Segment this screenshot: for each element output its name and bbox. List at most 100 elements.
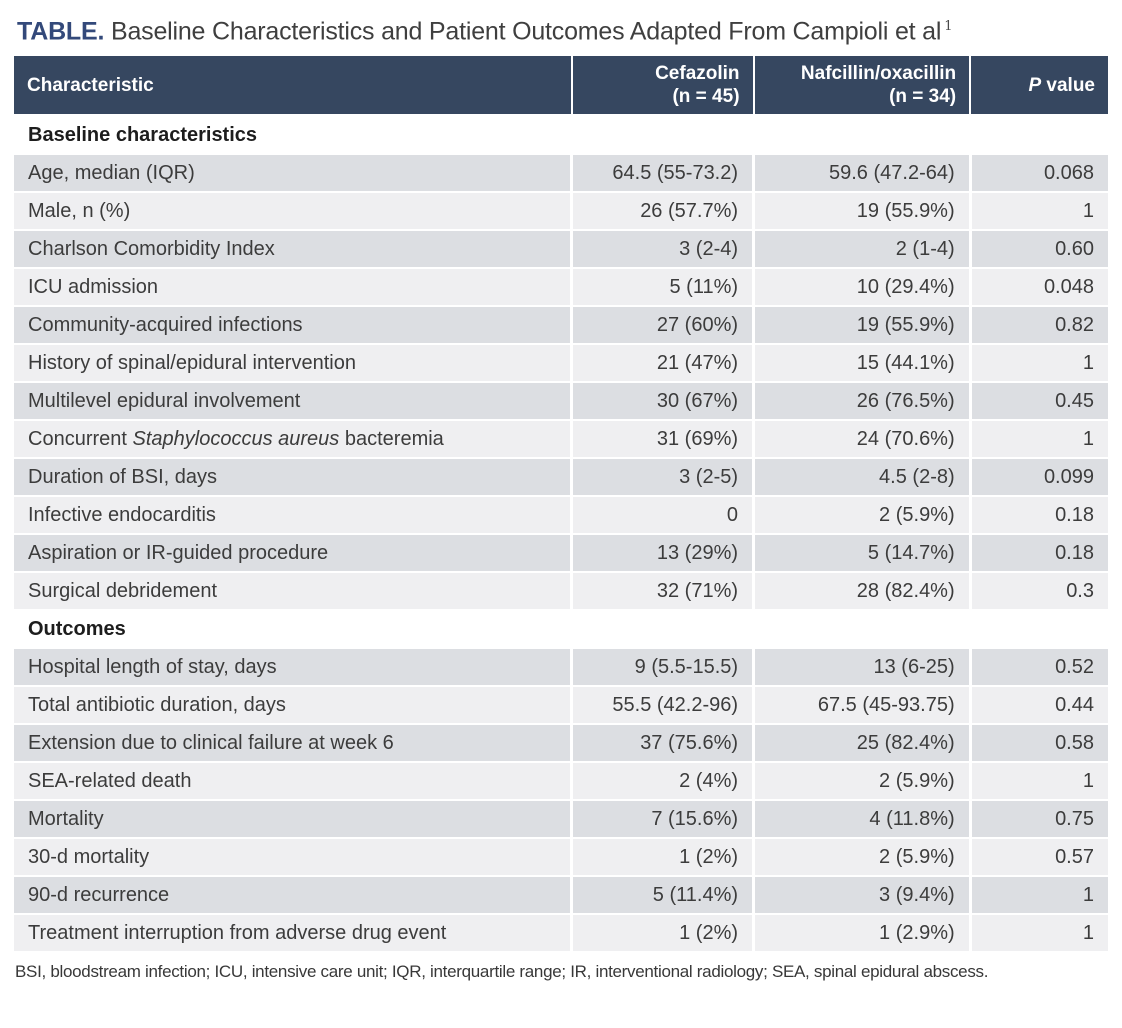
nafcillin-value-cell: 25 (82.4%): [753, 724, 972, 764]
characteristic-cell: Surgical debridement: [14, 572, 574, 612]
cefazolin-value-cell: 26 (57.7%): [571, 192, 756, 232]
table-row: Charlson Comorbidity Index 3 (2-4) 2 (1-4)…: [14, 230, 1108, 270]
p-value-cell: 1: [970, 876, 1108, 916]
cefazolin-value-cell: 3 (2-5): [571, 458, 756, 498]
table-row: Age, median (IQR) 64.5 (55-73.2) 59.6 (47.…: [14, 154, 1108, 194]
p-value-cell: 1: [970, 344, 1108, 384]
table-row: Surgical debridement 32 (71%) 28 (82.4%) 0.…: [14, 572, 1108, 612]
column-header-characteristic: Characteristic: [14, 56, 573, 118]
characteristic-cell: Male, n (%): [14, 192, 574, 232]
nafcillin-value-cell: 19 (55.9%): [753, 306, 972, 346]
column-header-p-italic: P: [1028, 74, 1042, 96]
cefazolin-value-cell: 3 (2-4): [571, 230, 756, 270]
characteristic-cell: Total antibiotic duration, days: [14, 686, 574, 726]
column-header-p-rest: value: [1041, 74, 1095, 96]
table-row: Hospital length of stay, days 9 (5.5-15.5…: [14, 648, 1108, 688]
cefazolin-value-cell: 21 (47%): [571, 344, 756, 384]
cefazolin-value-cell: 30 (67%): [571, 382, 756, 422]
nafcillin-value-cell: 4.5 (2-8): [753, 458, 972, 498]
p-value-cell: 0.52: [970, 648, 1108, 688]
table-row: Multilevel epidural involvement 30 (67%) 2…: [14, 382, 1108, 422]
cefazolin-value-cell: 13 (29%): [571, 534, 756, 574]
characteristic-cell: Duration of BSI, days: [14, 458, 574, 498]
nafcillin-value-cell: 1 (2.9%): [753, 914, 972, 954]
characteristic-cell: ICU admission: [14, 268, 574, 308]
p-value-cell: 0.82: [970, 306, 1108, 346]
cefazolin-value-cell: 1 (2%): [571, 914, 756, 954]
nafcillin-value-cell: 2 (5.9%): [753, 838, 972, 878]
column-header-cefazolin-n: (n = 45): [672, 86, 740, 108]
characteristic-cell: 90-d recurrence: [14, 876, 574, 916]
cefazolin-value-cell: 31 (69%): [571, 420, 756, 460]
cefazolin-value-cell: 5 (11%): [571, 268, 756, 308]
p-value-cell: 0.18: [970, 496, 1108, 536]
nafcillin-value-cell: 15 (44.1%): [753, 344, 972, 384]
characteristic-cell: Mortality: [14, 800, 574, 840]
cefazolin-value-cell: 37 (75.6%): [571, 724, 756, 764]
abbreviations-footnote: BSI, bloodstream infection; ICU, intensi…: [15, 962, 989, 982]
characteristic-cell: SEA-related death: [14, 762, 574, 802]
cefazolin-value-cell: 27 (60%): [571, 306, 756, 346]
table-row: Aspiration or IR-guided procedure 13 (29%…: [14, 534, 1108, 574]
characteristic-cell: 30-d mortality: [14, 838, 574, 878]
nafcillin-value-cell: 5 (14.7%): [753, 534, 972, 574]
p-value-cell: 0.45: [970, 382, 1108, 422]
nafcillin-value-cell: 59.6 (47.2-64): [753, 154, 972, 194]
p-value-cell: 1: [970, 762, 1108, 802]
table-title-reference: 1: [944, 19, 953, 34]
nafcillin-value-cell: 2 (5.9%): [753, 762, 972, 802]
table-row: History of spinal/epidural intervention 2…: [14, 344, 1108, 384]
page: TABLE. Baseline Characteristics and Pati…: [14, 11, 1108, 982]
characteristic-cell: Community-acquired infections: [14, 306, 574, 346]
p-value-cell: 1: [970, 914, 1108, 954]
table-title-tag: TABLE.: [17, 17, 105, 46]
characteristic-cell: Treatment interruption from adverse drug…: [14, 914, 574, 954]
cefazolin-value-cell: 32 (71%): [571, 572, 756, 612]
characteristic-cell: History of spinal/epidural intervention: [14, 344, 574, 384]
characteristic-cell: Age, median (IQR): [14, 154, 574, 194]
characteristic-cell: Charlson Comorbidity Index: [14, 230, 574, 270]
p-value-cell: 1: [970, 420, 1108, 460]
cefazolin-value-cell: 5 (11.4%): [571, 876, 756, 916]
p-value-cell: 0.068: [970, 154, 1108, 194]
p-value-cell: 0.60: [970, 230, 1108, 270]
cefazolin-value-cell: 0: [571, 496, 756, 536]
p-value-cell: 0.18: [970, 534, 1108, 574]
p-value-cell: 0.58: [970, 724, 1108, 764]
p-value-cell: 0.048: [970, 268, 1108, 308]
nafcillin-value-cell: 26 (76.5%): [753, 382, 972, 422]
nafcillin-value-cell: 67.5 (45-93.75): [753, 686, 972, 726]
table-row: Male, n (%) 26 (57.7%) 19 (55.9%) 1: [14, 192, 1108, 232]
table-title-text: Baseline Characteristics and Patient Out…: [104, 17, 942, 46]
table-row: Mortality 7 (15.6%) 4 (11.8%) 0.75: [14, 800, 1108, 840]
nafcillin-value-cell: 19 (55.9%): [753, 192, 972, 232]
p-value-cell: 0.3: [970, 572, 1108, 612]
column-header-nafcillin-name: Nafcillin/oxacillin: [800, 63, 957, 85]
table-row: Duration of BSI, days 3 (2-5) 4.5 (2-8) 0.0…: [14, 458, 1108, 498]
table-row: Infective endocarditis 0 2 (5.9%) 0.18: [14, 496, 1108, 536]
characteristics-outcomes-table: Characteristic Cefazolin (n = 45) Nafcill…: [14, 56, 1108, 954]
table-row: SEA-related death 2 (4%) 2 (5.9%) 1: [14, 762, 1108, 802]
nafcillin-value-cell: 13 (6-25): [753, 648, 972, 688]
table-row: Community-acquired infections 27 (60%) 19 …: [14, 306, 1108, 346]
table-row: Extension due to clinical failure at wee…: [14, 724, 1108, 764]
characteristic-cell: Infective endocarditis: [14, 496, 574, 536]
column-header-p-value: P value: [970, 56, 1108, 118]
p-value-cell: 1: [970, 192, 1108, 232]
table-title: TABLE. Baseline Characteristics and Pati…: [17, 11, 1108, 47]
p-value-cell: 0.099: [970, 458, 1108, 498]
nafcillin-value-cell: 28 (82.4%): [753, 572, 972, 612]
column-header-nafcillin-n: (n = 34): [889, 86, 957, 108]
table-header: Characteristic Cefazolin (n = 45) Nafcill…: [14, 56, 1108, 118]
p-value-cell: 0.44: [970, 686, 1108, 726]
table-row: ICU admission 5 (11%) 10 (29.4%) 0.048: [14, 268, 1108, 308]
characteristic-cell: Hospital length of stay, days: [14, 648, 574, 688]
nafcillin-value-cell: 4 (11.8%): [753, 800, 972, 840]
p-value-cell: 0.57: [970, 838, 1108, 878]
cefazolin-value-cell: 9 (5.5-15.5): [571, 648, 756, 688]
nafcillin-value-cell: 3 (9.4%): [753, 876, 972, 916]
cefazolin-value-cell: 55.5 (42.2-96): [571, 686, 756, 726]
table-row: 90-d recurrence 5 (11.4%) 3 (9.4%) 1: [14, 876, 1108, 916]
section-header-row: Baseline characteristics: [14, 115, 1108, 156]
nafcillin-value-cell: 10 (29.4%): [753, 268, 972, 308]
